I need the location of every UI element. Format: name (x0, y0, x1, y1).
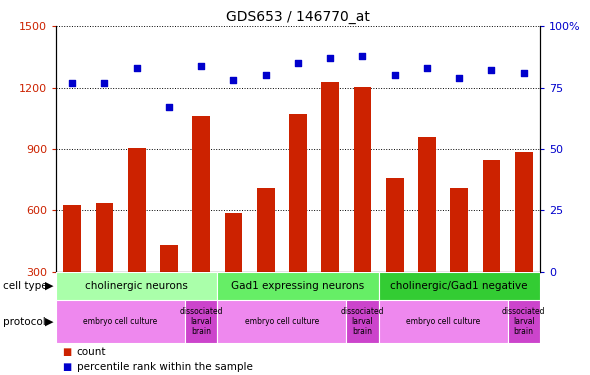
Bar (128, 148, 146, 333)
Bar (515, 152, 533, 333)
Text: dissociated
larval
brain: dissociated larval brain (179, 307, 223, 336)
Text: protocol: protocol (3, 316, 45, 327)
Bar (353, 87, 371, 333)
Bar (346, 300, 379, 343)
Text: ■: ■ (62, 362, 71, 372)
Text: embryo cell culture: embryo cell culture (406, 317, 480, 326)
Point (454, 75, 464, 81)
Text: cholinergic neurons: cholinergic neurons (85, 281, 188, 291)
Bar (56, 272, 217, 300)
Bar (217, 272, 379, 300)
Text: percentile rank within the sample: percentile rank within the sample (77, 362, 253, 372)
Bar (322, 81, 339, 333)
Point (67, 80, 77, 86)
Point (293, 60, 303, 66)
Bar (289, 114, 307, 333)
Bar (379, 272, 540, 300)
Point (326, 55, 335, 61)
Bar (225, 213, 242, 333)
Bar (450, 188, 468, 333)
Text: ▶: ▶ (45, 281, 53, 291)
Bar (63, 206, 81, 333)
Point (164, 104, 173, 110)
Point (100, 80, 109, 86)
Text: cell type: cell type (3, 281, 48, 291)
Point (132, 65, 142, 71)
Point (519, 70, 529, 76)
Bar (507, 300, 540, 343)
Text: Gad1 expressing neurons: Gad1 expressing neurons (231, 281, 365, 291)
Point (422, 65, 432, 71)
Text: dissociated
larval
brain: dissociated larval brain (502, 307, 546, 336)
Bar (56, 300, 185, 343)
Bar (192, 116, 210, 333)
Point (358, 53, 367, 59)
Text: embryo cell culture: embryo cell culture (245, 317, 319, 326)
Text: ▶: ▶ (45, 316, 53, 327)
Point (261, 72, 270, 78)
Bar (185, 300, 217, 343)
Point (487, 68, 496, 74)
Point (196, 63, 206, 69)
Bar (257, 188, 274, 333)
Title: GDS653 / 146770_at: GDS653 / 146770_at (226, 10, 370, 24)
Bar (483, 160, 500, 333)
Bar (379, 300, 507, 343)
Bar (96, 203, 113, 333)
Point (229, 77, 238, 83)
Text: dissociated
larval
brain: dissociated larval brain (340, 307, 384, 336)
Text: count: count (77, 347, 106, 357)
Text: embryo cell culture: embryo cell culture (83, 317, 158, 326)
Bar (160, 245, 178, 333)
Bar (386, 178, 404, 333)
Bar (418, 137, 436, 333)
Text: ■: ■ (62, 347, 71, 357)
Point (390, 72, 399, 78)
Bar (217, 300, 346, 343)
Text: cholinergic/Gad1 negative: cholinergic/Gad1 negative (391, 281, 528, 291)
